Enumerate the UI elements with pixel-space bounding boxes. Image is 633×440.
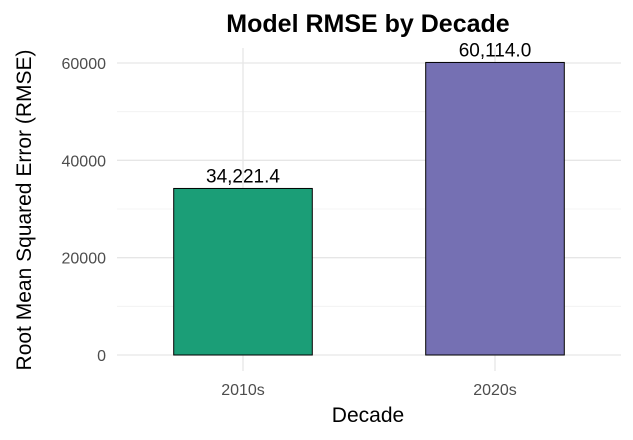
x-tick-label: 2020s	[473, 382, 517, 399]
x-axis-title: Decade	[332, 404, 404, 427]
y-axis-ticks: 0 20000 40000 60000	[62, 56, 107, 365]
y-tick-label: 20000	[62, 251, 107, 268]
x-tick-label: 2010s	[221, 382, 265, 399]
y-tick-label: 0	[97, 348, 106, 365]
data-label: 60,114.0	[459, 40, 532, 61]
bar-2010s	[173, 187, 313, 356]
x-axis-ticks: 2010s 2020s	[221, 382, 517, 399]
bar-2020s	[425, 61, 565, 356]
chart-title: Model RMSE by Decade	[226, 10, 509, 38]
data-label: 34,221.4	[206, 166, 280, 187]
y-tick-label: 60000	[62, 56, 107, 73]
bars	[173, 61, 565, 356]
y-axis-title: Root Mean Squared Error (RMSE)	[13, 50, 36, 371]
data-labels: 34,221.4 60,114.0	[206, 40, 531, 187]
y-tick-label: 40000	[62, 153, 107, 170]
